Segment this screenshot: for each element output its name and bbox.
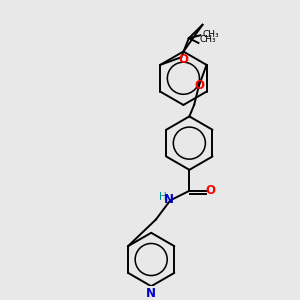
Text: O: O [194, 80, 204, 92]
Text: O: O [178, 53, 188, 66]
Text: H: H [159, 191, 167, 202]
Text: CH₃: CH₃ [200, 35, 216, 44]
Text: O: O [205, 184, 215, 197]
Text: CH₃: CH₃ [202, 30, 219, 39]
Text: N: N [146, 287, 156, 300]
Text: N: N [164, 193, 174, 206]
